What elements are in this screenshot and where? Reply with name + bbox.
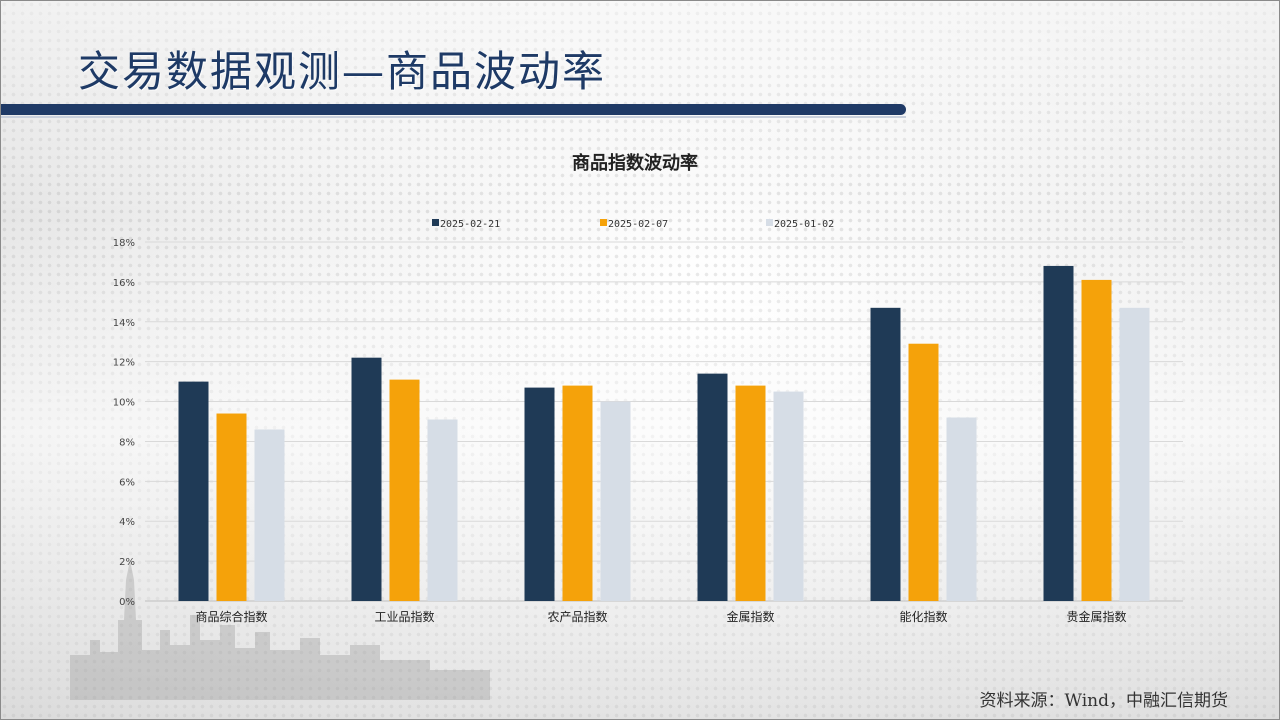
bar-2025-02-21-能化指数 [870, 307, 901, 601]
x-tick-label: 农产品指数 [547, 609, 607, 624]
y-tick-label: 10% [113, 398, 135, 409]
bar-2025-02-21-农产品指数 [524, 387, 555, 601]
bar-2025-01-02-工业品指数 [427, 419, 458, 601]
x-tick-label: 金属指数 [726, 609, 774, 624]
chart-bars [178, 265, 1150, 601]
legend-label: 2025-02-21 [440, 219, 500, 230]
y-tick-label: 0% [119, 597, 135, 608]
x-axis: 商品综合指数 工业品指数 农产品指数 金属指数 能化指数 贵金属指数 [195, 609, 1126, 624]
y-tick-label: 14% [113, 318, 135, 329]
bar-2025-02-21-金属指数 [697, 373, 728, 601]
bar-2025-02-07-工业品指数 [389, 379, 420, 601]
y-axis: 0% 2% 4% 6% 8% 10% 12% 14% 16% 18% [113, 238, 135, 608]
legend-swatch [766, 219, 773, 226]
title-underline-thin [0, 116, 906, 118]
bar-2025-01-02-农产品指数 [600, 401, 631, 601]
source-note: 资料来源：Wind，中融汇信期货 [979, 691, 1228, 711]
bar-2025-02-07-金属指数 [735, 385, 766, 601]
y-tick-label: 12% [113, 358, 135, 369]
legend-label: 2025-01-02 [774, 219, 834, 230]
bar-2025-01-02-贵金属指数 [1119, 307, 1150, 601]
chart-gridlines [145, 241, 1183, 602]
x-tick-label: 贵金属指数 [1066, 609, 1126, 624]
y-tick-label: 8% [119, 437, 135, 448]
y-tick-label: 4% [119, 517, 135, 528]
bar-2025-01-02-商品综合指数 [254, 429, 285, 601]
bar-2025-02-21-工业品指数 [351, 357, 382, 601]
bar-2025-02-07-商品综合指数 [216, 413, 247, 601]
bar-2025-01-02-金属指数 [773, 391, 804, 601]
y-tick-label: 18% [113, 238, 135, 249]
legend-swatch [432, 219, 439, 226]
x-tick-label: 能化指数 [899, 609, 947, 624]
chart-legend: 2025-02-21 2025-02-07 2025-01-02 [432, 219, 834, 230]
title-underline-bar [0, 104, 906, 115]
x-tick-label: 商品综合指数 [195, 609, 267, 624]
legend-swatch [600, 219, 607, 226]
y-tick-label: 2% [119, 557, 135, 568]
y-tick-label: 16% [113, 278, 135, 289]
bar-2025-02-07-农产品指数 [562, 385, 593, 601]
y-tick-label: 6% [119, 477, 135, 488]
x-tick-label: 工业品指数 [374, 609, 434, 624]
bar-2025-02-21-贵金属指数 [1043, 265, 1074, 601]
chart-title: 商品指数波动率 [572, 152, 698, 174]
bar-2025-01-02-能化指数 [946, 417, 977, 601]
bar-2025-02-07-贵金属指数 [1081, 279, 1112, 601]
legend-label: 2025-02-07 [608, 219, 668, 230]
page-title: 交易数据观测—商品波动率 [78, 47, 607, 96]
bar-2025-02-07-能化指数 [908, 343, 939, 601]
bar-2025-02-21-商品综合指数 [178, 381, 209, 601]
city-skyline-silhouette [70, 560, 490, 700]
